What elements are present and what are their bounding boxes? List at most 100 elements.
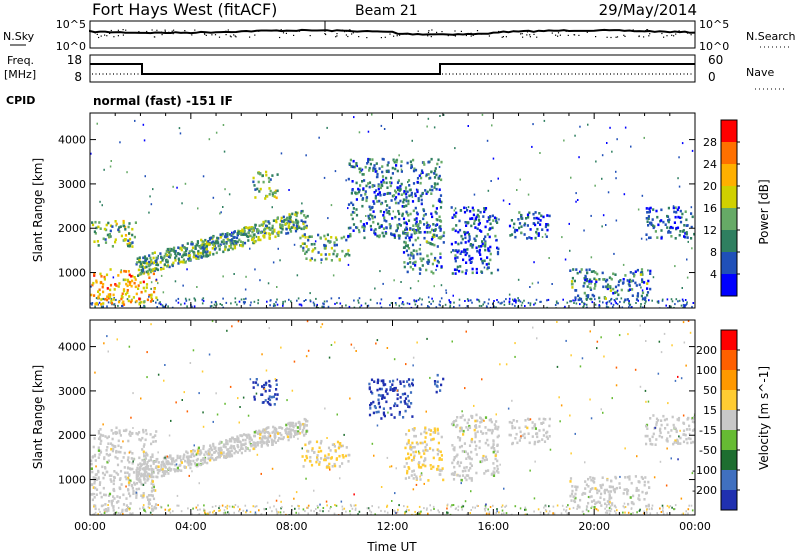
data-cell [139, 466, 142, 469]
scatter-cell [307, 506, 309, 509]
scatter-cell [483, 301, 486, 304]
data-cell [442, 231, 446, 234]
scatter-cell [496, 299, 498, 301]
data-cell [124, 508, 127, 512]
data-cell [361, 180, 364, 183]
noise-cell [581, 357, 584, 360]
data-cell [152, 460, 155, 463]
data-cell [537, 221, 540, 224]
data-cell [249, 436, 252, 440]
scatter-cell [662, 509, 664, 512]
data-cell [599, 484, 602, 487]
noise-cell [680, 497, 683, 500]
data-cell [190, 455, 193, 459]
data-cell [419, 478, 422, 481]
data-cell [328, 253, 331, 256]
data-cell [673, 426, 676, 429]
data-cell [256, 228, 259, 231]
scatter-cell [656, 300, 659, 303]
scatter-cell [191, 513, 193, 515]
noise-cell [216, 413, 219, 416]
data-cell [480, 430, 483, 433]
data-cell [395, 164, 398, 167]
data-cell [411, 378, 414, 382]
noise-cell [590, 417, 593, 420]
noise-cell [520, 231, 523, 234]
data-cell [110, 429, 113, 432]
scatter-cell [611, 504, 613, 507]
noise-cell [132, 460, 134, 463]
data-cell [369, 407, 372, 410]
data-cell [232, 232, 235, 236]
noise-cell [323, 176, 326, 179]
noise-cell [246, 509, 248, 512]
data-cell [154, 489, 157, 492]
data-cell [124, 228, 127, 231]
data-cell [465, 269, 468, 272]
data-cell [151, 455, 154, 458]
noise-cell [119, 141, 121, 144]
data-cell [128, 222, 131, 225]
data-cell [266, 401, 269, 404]
data-cell [411, 243, 415, 247]
data-cell [458, 464, 461, 468]
data-cell [399, 396, 402, 399]
data-cell [152, 272, 155, 276]
data-cell [431, 215, 434, 219]
data-cell [208, 238, 212, 241]
scatter-cell [215, 301, 217, 304]
noise-cell [277, 247, 279, 250]
data-cell [326, 233, 329, 237]
data-cell [473, 219, 476, 223]
scatter-cell [661, 298, 664, 301]
data-cell [406, 161, 409, 165]
data-cell [157, 461, 160, 464]
noise-cell [445, 289, 447, 292]
data-cell [259, 238, 262, 242]
scatter-cell [218, 507, 220, 509]
freq-label: Freq. [7, 54, 34, 67]
data-cell [385, 226, 388, 230]
data-cell [635, 486, 638, 490]
data-cell [333, 249, 336, 253]
scatter-cell [488, 511, 491, 514]
scatter-cell [665, 304, 667, 307]
data-cell [631, 279, 635, 283]
scatter-cell [159, 505, 162, 508]
data-cell [368, 185, 371, 189]
noise-cell [198, 392, 200, 395]
data-cell [474, 424, 477, 427]
data-cell [347, 203, 351, 206]
scatter-cell [670, 305, 672, 308]
data-cell [351, 210, 354, 214]
data-cell [492, 439, 495, 442]
data-cell [484, 416, 488, 419]
noise-cell [146, 376, 148, 379]
data-cell [219, 440, 222, 444]
data-cell [203, 453, 206, 456]
data-cell [388, 212, 391, 216]
data-cell [482, 454, 485, 458]
data-cell [485, 458, 488, 461]
scatter-cell [430, 509, 432, 512]
data-cell [594, 284, 597, 288]
scatter-cell [668, 506, 670, 509]
data-cell [683, 433, 686, 436]
data-cell [429, 231, 432, 234]
data-cell [358, 167, 361, 171]
data-cell [210, 241, 213, 244]
noise-cell [400, 168, 403, 171]
scatter-cell [620, 297, 623, 300]
data-cell [436, 453, 439, 456]
scatter-cell [242, 509, 245, 512]
data-cell [451, 461, 454, 465]
data-cell [265, 231, 268, 235]
data-cell [148, 468, 151, 471]
data-cell [405, 226, 408, 230]
data-cell [588, 268, 591, 271]
data-cell [347, 234, 350, 238]
data-cell [406, 231, 409, 235]
scatter-cell [555, 301, 558, 304]
data-cell [278, 426, 281, 429]
data-cell [374, 167, 377, 171]
